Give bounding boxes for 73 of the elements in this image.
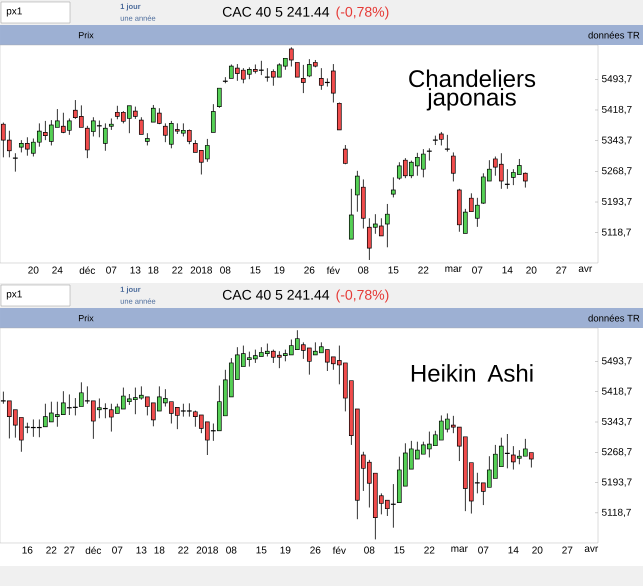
x-tick-label: mar	[451, 546, 468, 552]
x-tick-label: 19	[280, 546, 290, 554]
chart-subtitle: (-0,78%)	[336, 6, 388, 20]
x-tick-label: 26	[310, 546, 320, 554]
y-tick-label: 5193,7	[602, 198, 632, 206]
x-tick-label: 22	[418, 266, 428, 274]
x-tick-label: 16	[22, 546, 32, 554]
y-tick-label: 5343,7	[602, 418, 632, 426]
chart-title: CAC 40 5 241.44	[222, 6, 330, 17]
x-tick-label: 13	[136, 546, 146, 554]
x-tick-label: 07	[112, 546, 122, 554]
x-tick-label: 15	[394, 546, 404, 554]
y-tick-label: 5343,7	[602, 136, 632, 145]
y-tick-label: 5118,7	[602, 228, 631, 237]
x-tick-label: 13	[130, 266, 140, 274]
x-tick-label: 18	[148, 266, 158, 274]
y-tick-label: 5118,7	[602, 508, 631, 517]
candlestick	[348, 188, 354, 240]
x-tick-label: 14	[508, 546, 519, 554]
x-tick-label: 07	[478, 546, 488, 554]
y-tick-label: 5193,7	[602, 478, 632, 487]
x-tick-label: 27	[64, 546, 74, 554]
chart-subtitle: (-0,78%)	[336, 289, 388, 303]
x-tick-label: 20	[526, 266, 536, 274]
x-tick-label: 22	[424, 546, 434, 554]
x-tick-label: 26	[304, 266, 314, 274]
x-tick-label: 22	[46, 546, 56, 554]
x-tick-label: 15	[256, 546, 266, 554]
text: données TR	[588, 314, 640, 322]
x-tick-label: 08	[364, 546, 374, 554]
candlestick	[300, 64, 306, 94]
x-tick-label: 27	[556, 266, 566, 274]
y-tick-label: 5268,7	[602, 448, 632, 456]
x-tick-label: 07	[472, 266, 482, 274]
x-tick-label: 24	[52, 266, 63, 274]
x-tick-label: 15	[388, 266, 398, 274]
text: Prix	[78, 314, 94, 322]
text: px1	[6, 290, 22, 300]
text: données TR	[588, 31, 640, 39]
x-tick-label: mar	[445, 266, 462, 272]
x-tick-label: 22	[178, 546, 188, 554]
x-tick-label: 18	[154, 546, 164, 554]
x-tick-label: 14	[502, 266, 513, 274]
text: px1	[6, 8, 22, 16]
annotation: Chandeliers japonais	[409, 70, 536, 110]
x-tick-label: 20	[532, 546, 542, 554]
x-tick-label: 08	[220, 266, 230, 274]
x-tick-label: 15	[250, 266, 260, 274]
x-tick-label: avr	[584, 546, 598, 552]
x-tick-label: déc	[80, 266, 96, 274]
candlestick	[294, 62, 300, 78]
x-tick-label: 20	[28, 266, 38, 274]
x-tick-label: 07	[106, 266, 116, 274]
x-tick-label: fév	[326, 266, 340, 274]
x-tick-label: 22	[172, 266, 182, 274]
x-tick-label: 27	[562, 546, 572, 554]
x-tick-label: 08	[358, 266, 368, 274]
chart-title: CAC 40 5 241.44	[222, 290, 330, 300]
x-tick-label: 2018	[190, 266, 212, 274]
x-tick-label: déc	[86, 546, 102, 554]
x-tick-label: avr	[578, 266, 592, 272]
y-tick-label: 5418,7	[602, 106, 632, 114]
annotation: Heikin Ashi	[412, 364, 532, 382]
text: Prix	[78, 32, 94, 38]
y-tick-label: 5493,7	[602, 357, 632, 366]
x-tick-label: 08	[226, 546, 236, 554]
y-tick-label: 5268,7	[602, 167, 632, 176]
y-tick-label: 5418,7	[602, 388, 632, 396]
candlestick	[384, 204, 390, 248]
y-tick-label: 5493,7	[602, 75, 632, 84]
x-tick-label: 2018	[196, 546, 218, 554]
x-tick-label: 19	[274, 266, 284, 274]
x-tick-label: fév	[332, 546, 346, 554]
